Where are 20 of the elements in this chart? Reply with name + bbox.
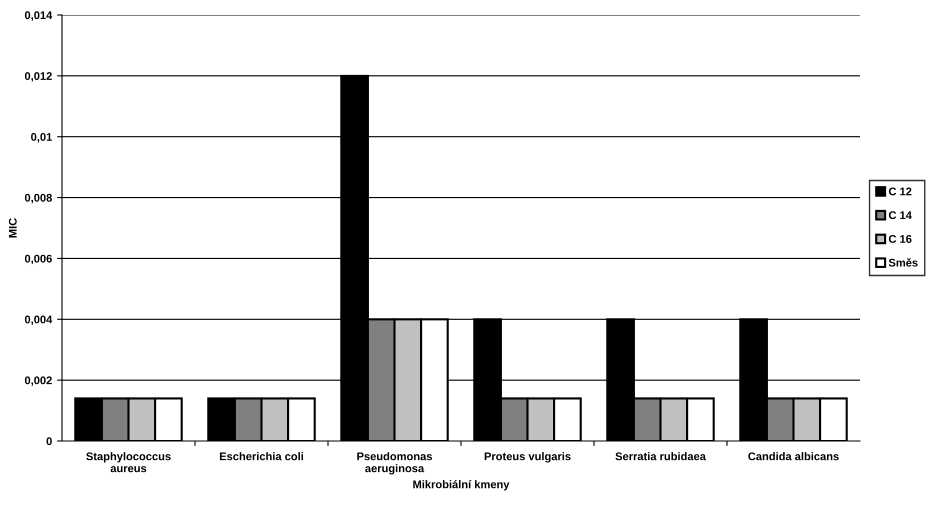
x-tick-label: Escherichia coli	[220, 452, 304, 460]
legend-label: C 12	[888, 188, 912, 196]
legend-label: Směs	[888, 258, 918, 267]
x-tick-label: Staphylococcus aureus	[86, 452, 171, 472]
y-tick-label: 0,014	[24, 11, 52, 21]
x-tick-label: Pseudomonas aeruginosa	[357, 452, 432, 474]
y-tick-label: 0	[46, 437, 52, 446]
x-tick-label: Proteus vulgaris	[484, 452, 571, 463]
y-tick-label: 0,01	[31, 132, 52, 142]
x-tick-label: Candida albicans	[748, 452, 839, 460]
y-tick-label: 0,004	[24, 316, 52, 326]
x-tick-label: Serratia rubidaea	[615, 452, 706, 460]
legend-label: C 16	[888, 235, 912, 243]
legend-label: C 14	[888, 211, 912, 220]
y-tick-label: 0,002	[24, 376, 52, 386]
y-tick-label: 0,008	[24, 194, 52, 204]
x-axis-title: Mikrobiální kmeny	[413, 480, 510, 490]
y-axis-title: MIC	[8, 218, 17, 238]
y-tick-label: 0,006	[24, 254, 52, 264]
y-tick-label: 0,012	[24, 72, 52, 82]
